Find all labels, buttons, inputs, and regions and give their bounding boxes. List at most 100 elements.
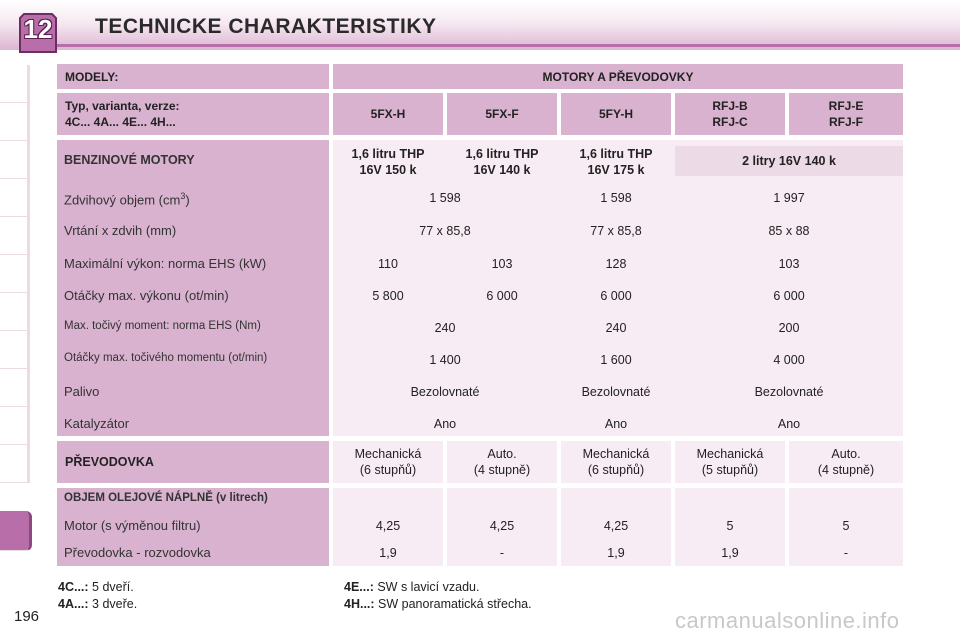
footnote: 4A...: 3 dveře. xyxy=(58,597,137,611)
spec-value: 240 xyxy=(434,321,456,335)
spec-value: 85 x 88 xyxy=(768,224,810,238)
oil-label-column xyxy=(57,488,329,566)
spec-label-text: Zdvihový objem (cm xyxy=(64,192,181,208)
chapter-tab-active[interactable] xyxy=(0,511,32,551)
type-code: 5FX-H xyxy=(333,93,443,135)
footnote: 4C...: 5 dveří. xyxy=(58,580,134,594)
chapter-tab[interactable] xyxy=(0,179,30,217)
engine-name-line1: 1,6 litru THP xyxy=(465,147,539,161)
watermark: carmanualsonline.info xyxy=(675,608,900,633)
gearbox-value: Mechanická (6 stupňů) xyxy=(561,441,671,483)
chapter-tab[interactable] xyxy=(0,255,30,293)
spec-label: Palivo xyxy=(64,384,100,399)
gearbox-type: Mechanická xyxy=(582,447,650,461)
chapter-badge-icon xyxy=(19,13,57,53)
spec-label-sup: 3 xyxy=(180,191,186,201)
oil-value: - xyxy=(499,546,505,560)
spec-label: Otáčky max. výkonu (ot/min) xyxy=(64,288,229,303)
footnote-key: 4E...: xyxy=(344,580,374,594)
chapter-tab[interactable] xyxy=(0,293,30,331)
type-code-line1: 5FY-H xyxy=(598,107,633,121)
oil-column xyxy=(675,488,785,566)
type-label-line2: 4C... 4A... 4E... 4H... xyxy=(65,115,176,129)
spec-value: Ano xyxy=(433,417,457,431)
spec-value: 103 xyxy=(491,257,513,271)
gearbox-speeds: (6 stupňů) xyxy=(359,463,417,477)
petrol-values-area xyxy=(333,140,903,436)
type-code-line2: RFJ-C xyxy=(712,115,748,129)
type-header: Typ, varianta, verze: 4C... 4A... 4E... … xyxy=(57,93,329,135)
spec-value: 6 000 xyxy=(773,289,805,303)
spec-label-end: ) xyxy=(185,192,190,208)
engine-name-line1: 1,6 litru THP xyxy=(351,147,425,161)
spec-value: 200 xyxy=(778,321,800,335)
type-code-line1: RFJ-B xyxy=(712,99,748,113)
gearbox-label: PŘEVODOVKA xyxy=(57,441,329,483)
footnote-key: 4H...: xyxy=(344,597,375,611)
chapter-tab[interactable] xyxy=(0,331,30,369)
chapter-tab[interactable] xyxy=(0,369,30,407)
models-header: MODELY: xyxy=(57,64,329,89)
gearbox-value: Auto. (4 stupně) xyxy=(447,441,557,483)
page-number: 196 xyxy=(14,608,40,625)
spec-value: Ano xyxy=(604,417,628,431)
chapter-tab[interactable] xyxy=(0,445,30,483)
oil-capacity-label: OBJEM OLEJOVÉ NÁPLNĚ (v litrech) xyxy=(64,492,268,504)
header-band xyxy=(0,0,960,50)
oil-value: 1,9 xyxy=(721,546,739,560)
engine-name: 1,6 litru THP 16V 140 k xyxy=(447,146,557,178)
gearbox-value: Auto. (4 stupně) xyxy=(789,441,903,483)
spec-value: 110 xyxy=(378,257,398,271)
gearbox-type: Mechanická xyxy=(696,447,764,461)
footnote: 4E...: SW s lavicí vzadu. xyxy=(344,580,479,594)
spec-value: Ano xyxy=(777,417,801,431)
petrol-engines-label: BENZINOVÉ MOTORY xyxy=(64,153,195,167)
gearbox-speeds: (6 stupňů) xyxy=(587,463,645,477)
chapter-tab[interactable] xyxy=(0,65,30,103)
chapter-tab[interactable] xyxy=(0,141,30,179)
spec-value: 77 x 85,8 xyxy=(419,224,471,238)
gearbox-type: Auto. xyxy=(831,447,861,461)
type-code-line2: RFJ-F xyxy=(829,115,863,129)
footnote-text: SW s lavicí vzadu. xyxy=(373,580,480,594)
footnote-text: SW panoramatická střecha. xyxy=(374,597,532,611)
engine-name-line1: 2 litry 16V 140 k xyxy=(742,154,836,168)
spec-value: Bezolovnaté xyxy=(410,385,480,399)
oil-row-label: Převodovka - rozvodovka xyxy=(64,545,211,560)
engine-name: 1,6 litru THP 16V 175 k xyxy=(561,146,671,178)
oil-column xyxy=(447,488,557,566)
oil-row-label: Motor (s výměnou filtru) xyxy=(64,518,201,533)
engine-name-line1: 1,6 litru THP xyxy=(579,147,653,161)
type-code-line1: RFJ-E xyxy=(828,99,864,113)
spec-value: 6 000 xyxy=(486,289,518,303)
oil-value: 1,9 xyxy=(607,546,625,560)
gearbox-type: Auto. xyxy=(487,447,517,461)
engine-name: 2 litry 16V 140 k xyxy=(675,146,903,176)
oil-value: - xyxy=(843,546,849,560)
spec-value: 1 600 xyxy=(600,353,632,367)
spec-value: 4 000 xyxy=(773,353,805,367)
spec-value: 1 400 xyxy=(429,353,461,367)
oil-value: 5 xyxy=(842,519,850,533)
spec-value: 103 xyxy=(778,257,800,271)
chapter-number: 12 xyxy=(23,14,53,44)
header-rule xyxy=(48,44,960,47)
chapter-tab[interactable] xyxy=(0,217,30,255)
gearbox-value: Mechanická (6 stupňů) xyxy=(333,441,443,483)
chapter-tab[interactable] xyxy=(0,103,30,141)
oil-column xyxy=(561,488,671,566)
type-code: RFJ-E RFJ-F xyxy=(789,93,903,135)
spec-value: 1 997 xyxy=(773,191,805,205)
spec-value: 77 x 85,8 xyxy=(590,224,642,238)
oil-column xyxy=(789,488,903,566)
type-code: RFJ-B RFJ-C xyxy=(675,93,785,135)
oil-value: 1,9 xyxy=(379,546,397,560)
chapter-tab[interactable] xyxy=(0,407,30,445)
engines-header: MOTORY A PŘEVODOVKY xyxy=(333,64,903,89)
spec-value: 1 598 xyxy=(429,191,461,205)
engine-name-line2: 16V 150 k xyxy=(359,163,417,177)
gearbox-speeds: (4 stupně) xyxy=(817,463,875,477)
gearbox-value: Mechanická (5 stupňů) xyxy=(675,441,785,483)
footnote-text: 3 dveře. xyxy=(88,597,138,611)
engine-name-line2: 16V 140 k xyxy=(473,163,531,177)
